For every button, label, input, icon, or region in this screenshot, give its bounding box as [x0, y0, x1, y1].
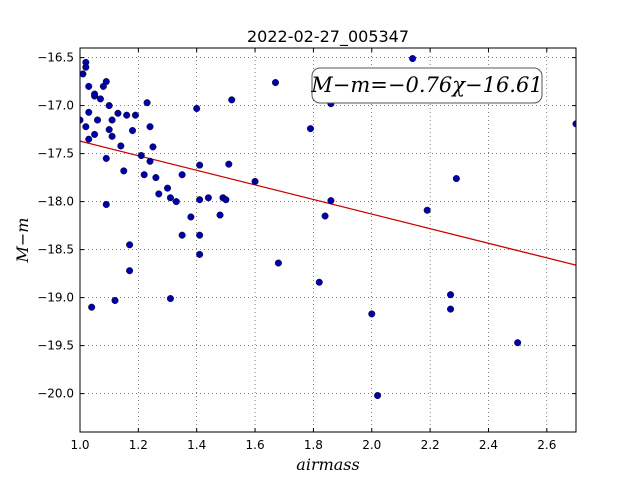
data-point: [85, 108, 93, 116]
chart-title: 2022-02-27_005347: [247, 27, 409, 47]
data-point: [321, 212, 329, 220]
x-tick-label: 1.4: [187, 438, 206, 452]
data-point: [114, 109, 122, 117]
data-point: [216, 211, 224, 219]
data-point: [149, 143, 157, 151]
data-point: [514, 339, 522, 347]
data-point: [187, 213, 195, 221]
data-point: [193, 104, 201, 112]
y-tick-label: −19.0: [37, 291, 74, 305]
data-point: [137, 152, 145, 160]
data-point: [117, 142, 125, 150]
points-layer: [80, 55, 576, 400]
data-point: [196, 161, 204, 169]
data-point: [251, 177, 259, 185]
data-point: [196, 196, 204, 204]
plot-frame: [79, 47, 577, 433]
data-point: [140, 171, 148, 179]
x-tick-label: 1.8: [304, 438, 323, 452]
y-tick-label: −17.5: [37, 147, 74, 161]
data-point: [225, 160, 233, 168]
data-point: [271, 79, 279, 87]
data-point: [129, 127, 137, 135]
data-point: [409, 55, 417, 63]
data-point: [143, 99, 151, 107]
data-point: [108, 132, 116, 140]
data-point: [152, 174, 160, 182]
x-tick-label: 2.6: [537, 438, 556, 452]
data-point: [91, 130, 99, 138]
fit-annotation: M−m=−0.76χ−16.61: [310, 67, 543, 104]
data-point: [196, 231, 204, 239]
data-point: [146, 157, 154, 165]
data-point: [178, 171, 186, 179]
data-point: [91, 90, 99, 98]
x-tick-label: 2.2: [421, 438, 440, 452]
ticks-layer: 1.0 1.2 1.4 1.6 1.8 2.0 2.2 2.4 2.6 −16.5 −17.0 −17…: [37, 48, 576, 452]
data-point: [172, 198, 180, 206]
x-tick-label: 1.6: [246, 438, 265, 452]
data-point: [228, 96, 236, 104]
data-point: [452, 175, 460, 183]
annotation-box: [311, 67, 543, 104]
data-point: [96, 95, 104, 103]
data-point: [126, 267, 134, 275]
data-point: [123, 111, 131, 119]
data-point: [102, 200, 110, 208]
x-tick-label: 2.0: [362, 438, 381, 452]
data-point: [111, 296, 119, 304]
data-point: [80, 70, 87, 78]
data-point: [105, 126, 113, 134]
y-tick-label: −16.5: [37, 51, 74, 65]
fit-line: [80, 140, 576, 266]
data-point: [120, 167, 128, 175]
x-tick-label: 1.0: [70, 438, 89, 452]
data-point: [368, 310, 376, 318]
data-point: [131, 111, 139, 119]
data-point: [88, 303, 96, 311]
data-point: [204, 194, 212, 202]
data-point: [164, 184, 172, 192]
data-point: [166, 194, 174, 202]
y-tick-label: −20.0: [37, 387, 74, 401]
data-point: [274, 259, 282, 267]
y-tick-label: −19.5: [37, 339, 74, 353]
y-tick-label: −18.0: [37, 195, 74, 209]
data-point: [102, 154, 110, 162]
data-point: [447, 305, 455, 313]
data-point: [126, 241, 134, 249]
data-point: [423, 206, 431, 214]
data-point: [196, 250, 204, 258]
y-tick-label: −17.0: [37, 99, 74, 113]
data-point: [222, 196, 230, 204]
data-point: [572, 120, 576, 128]
data-point: [85, 82, 93, 90]
data-point: [155, 190, 163, 198]
data-point: [166, 295, 174, 303]
data-point: [85, 135, 93, 143]
x-axis-label: airmass: [296, 455, 359, 474]
x-tick-label: 2.4: [479, 438, 498, 452]
data-point: [105, 102, 113, 110]
data-point: [374, 392, 382, 400]
data-point: [146, 123, 154, 131]
data-point: [178, 231, 186, 239]
data-point: [102, 78, 110, 86]
data-point: [108, 116, 116, 124]
data-point: [327, 197, 335, 205]
x-tick-label: 1.2: [129, 438, 148, 452]
data-point: [94, 116, 102, 124]
y-axis-label: M−m: [13, 218, 32, 264]
data-point: [82, 123, 90, 131]
y-tick-label: −18.5: [37, 243, 74, 257]
data-point: [315, 278, 323, 286]
data-point: [80, 116, 84, 124]
data-point: [82, 63, 90, 71]
fit-layer: [80, 140, 576, 266]
data-point: [447, 291, 455, 299]
data-point: [306, 125, 314, 133]
annotation-text: M−m=−0.76χ−16.61: [310, 73, 542, 97]
